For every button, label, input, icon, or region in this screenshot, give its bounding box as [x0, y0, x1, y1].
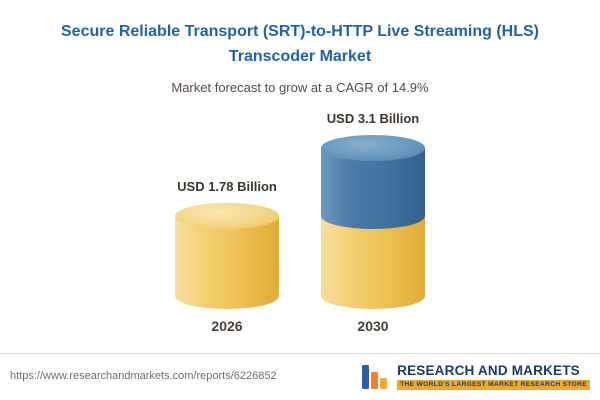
cylinder-top-gold — [175, 203, 279, 230]
chart-area: USD 1.78 Billion 2026 USD 3.1 Billion 20… — [0, 111, 600, 334]
cylinder-top-blue — [321, 134, 425, 161]
brand-name: RESEARCH AND MARKETS — [397, 362, 580, 378]
cylinder-2030 — [321, 134, 425, 309]
chart-title: Secure Reliable Transport (SRT)-to-HTTP … — [61, 23, 539, 65]
bar-group-2030: USD 3.1 Billion 2030 — [321, 111, 425, 334]
chart-subtitle: Market forecast to grow at a CAGR of 14.… — [171, 79, 429, 95]
year-label-2030: 2030 — [357, 317, 389, 334]
cylinder-segment-gold — [321, 216, 425, 309]
bar-group-2026: USD 1.78 Billion 2026 — [175, 179, 279, 334]
logo-text-block: RESEARCH AND MARKETS THE WORLD'S LARGEST… — [397, 363, 590, 390]
bar-chart-logo-icon — [362, 365, 388, 389]
research-and-markets-logo: RESEARCH AND MARKETS THE WORLD'S LARGEST… — [360, 361, 590, 391]
bar-value-label-2026: USD 1.78 Billion — [177, 179, 277, 195]
brand-tagline: THE WORLD'S LARGEST MARKET RESEARCH STOR… — [397, 379, 590, 390]
cylinder-segment-blue — [321, 134, 425, 230]
report-url: https://www.researchandmarkets.com/repor… — [10, 370, 277, 382]
footer-bar: https://www.researchandmarkets.com/repor… — [0, 353, 600, 400]
cylinder-2026 — [175, 203, 279, 309]
year-label-2026: 2026 — [211, 317, 243, 334]
chart-header: Secure Reliable Transport (SRT)-to-HTTP … — [0, 0, 600, 95]
bar-value-label-2030: USD 3.1 Billion — [326, 110, 420, 126]
cylinder-body-gold — [175, 216, 279, 309]
